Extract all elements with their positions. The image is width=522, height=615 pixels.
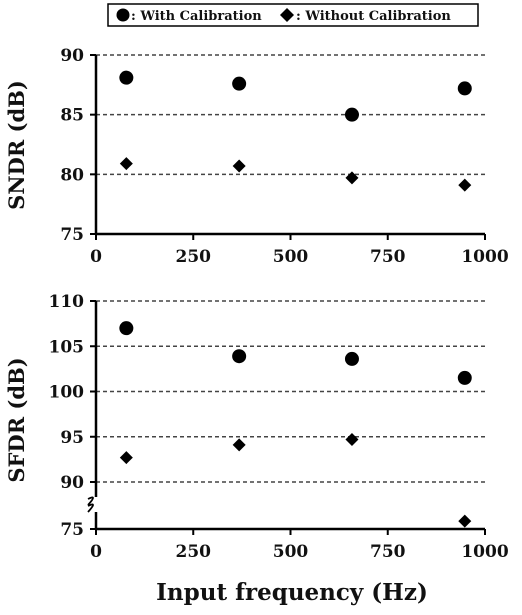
sfdr-point-without-calibration <box>345 432 359 446</box>
sndr-point-with-calibration <box>344 107 359 122</box>
sndr-x-tick-label: 750 <box>370 247 406 267</box>
sndr-point-without-calibration <box>119 157 133 171</box>
sndr-x-ticks: 0 250 500 750 1000 <box>90 234 509 267</box>
sndr-y-ticks: 75 80 85 90 <box>60 46 96 245</box>
sfdr-y-ticks: 75 90 95 100 105 110 <box>49 292 96 540</box>
sfdr-y-axis-label: SFDR (dB) <box>4 357 29 482</box>
sndr-point-with-calibration <box>119 70 134 85</box>
sndr-gridlines <box>96 54 485 176</box>
sfdr-x-tick-label: 500 <box>273 542 309 562</box>
sfdr-point-without-calibration <box>119 451 133 465</box>
sfdr-y-tick-label: 100 <box>49 383 85 403</box>
legend-diamond-marker <box>280 8 294 22</box>
legend: : With Calibration : Without Calibration <box>107 3 479 27</box>
sfdr-point-without-calibration <box>458 514 472 528</box>
sfdr-point-with-calibration <box>457 370 472 385</box>
sndr-point-with-calibration <box>232 76 247 91</box>
sfdr-gridlines <box>96 300 485 483</box>
sfdr-y-tick-label: 95 <box>60 428 84 448</box>
sfdr-chart: SFDR (dB) 75 90 95 100 105 110 0 250 500 750 1000 <box>4 292 509 562</box>
sndr-x-tick-label: 0 <box>90 247 102 267</box>
sndr-chart: SNDR (dB) 75 80 85 90 0 250 500 750 1000 <box>4 46 509 267</box>
sfdr-y-tick-label: 90 <box>60 473 84 493</box>
legend-label-without-calibration: : Without Calibration <box>296 9 451 24</box>
shared-x-axis-label: Input frequency (Hz) <box>156 579 428 606</box>
legend-label-with-calibration: : With Calibration <box>131 9 262 24</box>
sndr-y-axis-label: SNDR (dB) <box>4 80 29 210</box>
sfdr-y-tick-label: 110 <box>49 292 85 312</box>
sfdr-x-tick-label: 1000 <box>461 542 508 562</box>
sfdr-data-points <box>119 321 472 528</box>
sfdr-point-with-calibration <box>232 349 247 364</box>
sfdr-point-with-calibration <box>344 351 359 366</box>
sfdr-x-tick-label: 750 <box>370 542 406 562</box>
sndr-point-without-calibration <box>458 178 472 192</box>
sfdr-y-tick-label: 75 <box>60 520 84 540</box>
sndr-y-tick-label: 90 <box>60 46 84 66</box>
sndr-point-without-calibration <box>345 171 359 185</box>
sfdr-y-tick-label: 105 <box>49 337 85 357</box>
sndr-data-points <box>119 70 472 192</box>
sfdr-x-tick-label: 250 <box>176 542 212 562</box>
sndr-point-without-calibration <box>232 159 246 173</box>
sndr-x-tick-label: 250 <box>176 247 212 267</box>
sfdr-x-tick-label: 0 <box>90 542 102 562</box>
sndr-x-tick-label: 1000 <box>461 247 508 267</box>
sfdr-point-with-calibration <box>119 321 134 336</box>
sfdr-point-without-calibration <box>232 438 246 452</box>
sndr-y-tick-label: 75 <box>60 225 84 245</box>
sndr-y-tick-label: 85 <box>60 106 84 126</box>
sndr-y-tick-label: 80 <box>60 165 84 185</box>
sndr-point-with-calibration <box>457 81 472 96</box>
sndr-x-tick-label: 500 <box>273 247 309 267</box>
legend-circle-marker <box>116 8 130 22</box>
sfdr-x-ticks: 0 250 500 750 1000 <box>90 529 509 562</box>
sfdr-axis-break-icon <box>87 496 94 513</box>
